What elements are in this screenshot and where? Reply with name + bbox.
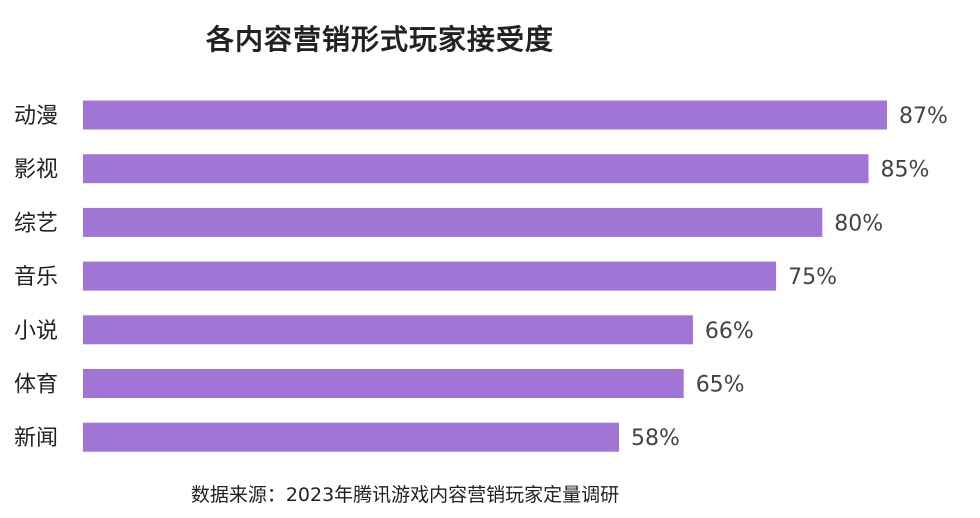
bar [83,154,869,184]
value-label: 66% [705,319,754,344]
value-label: 65% [696,373,745,398]
value-label: 58% [631,426,680,451]
chart-title: 各内容营销形式玩家接受度 [205,23,554,56]
category-label: 动漫 [14,104,58,129]
value-label: 80% [834,211,883,236]
category-label: 新闻 [14,426,58,451]
category-label: 体育 [14,373,58,398]
bar [83,369,684,398]
value-label: 85% [881,158,930,183]
value-label: 75% [788,265,837,290]
category-label: 小说 [14,319,58,344]
category-label: 综艺 [14,211,58,236]
value-label: 87% [899,104,948,129]
bar [83,315,693,345]
bar [83,207,823,237]
bar [83,422,619,452]
bar [83,261,777,291]
category-label: 音乐 [14,265,58,290]
category-label: 影视 [14,158,58,183]
bar [83,100,887,130]
chart-source-note: 数据来源：2023年腾讯游戏内容营销玩家定量调研 [190,484,620,506]
